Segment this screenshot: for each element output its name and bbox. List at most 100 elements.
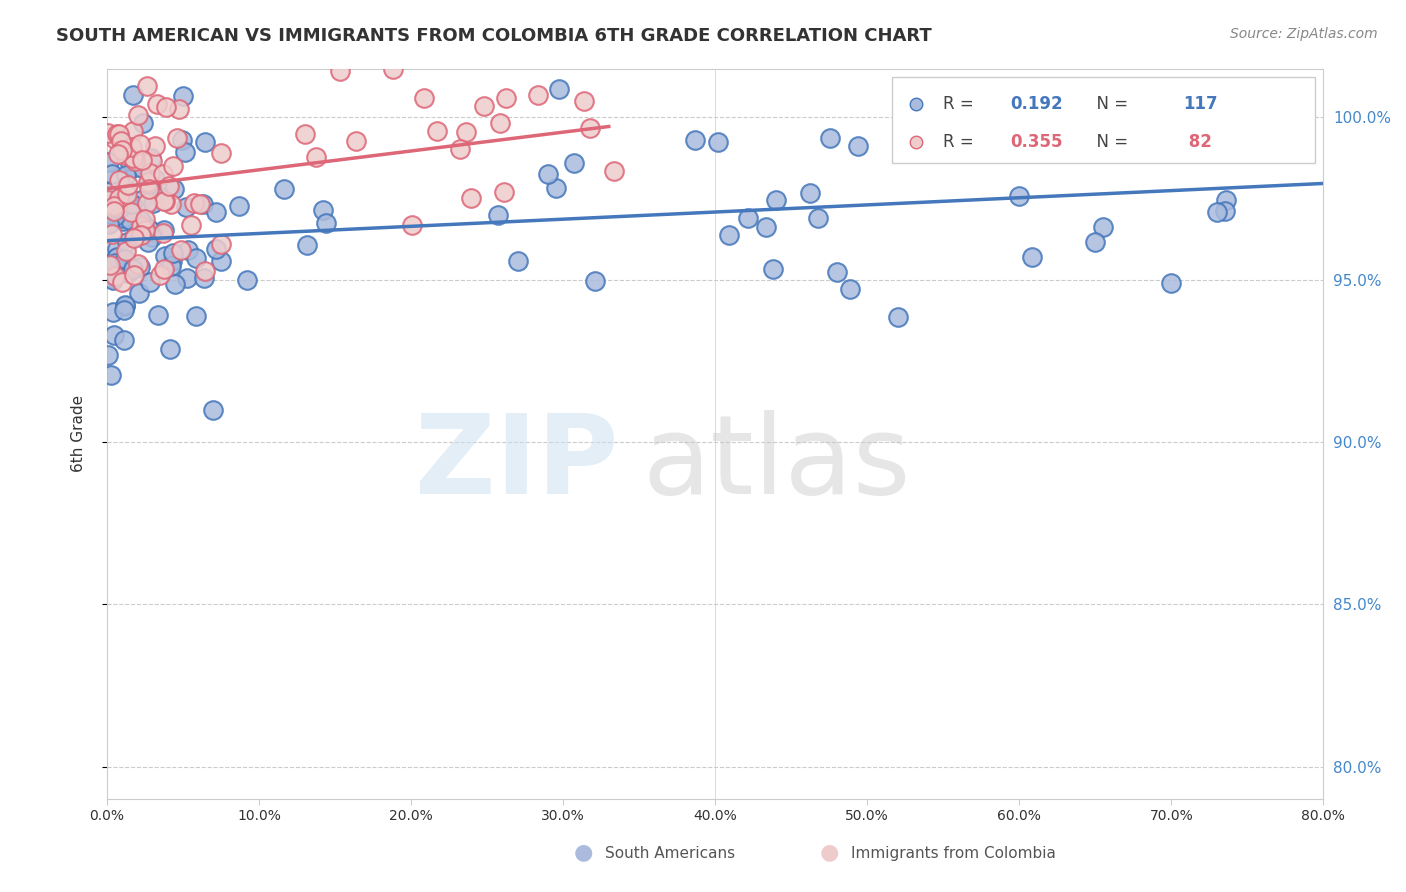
Point — [141, 229, 163, 244]
Point — [1021, 250, 1043, 264]
Point — [107, 127, 129, 141]
Point — [426, 124, 449, 138]
Point — [124, 154, 146, 169]
Point — [114, 252, 136, 267]
Point — [132, 116, 155, 130]
Point — [97, 218, 120, 232]
Point — [135, 78, 157, 93]
Point — [143, 139, 166, 153]
Point — [143, 171, 166, 186]
Point — [886, 310, 908, 324]
Text: South Americans: South Americans — [605, 847, 735, 861]
Point — [578, 120, 600, 135]
Point — [139, 275, 162, 289]
Point — [98, 258, 121, 272]
Point — [846, 139, 869, 153]
Point — [127, 257, 149, 271]
Point — [112, 214, 135, 228]
Point — [128, 260, 150, 274]
Point — [162, 245, 184, 260]
Text: 82: 82 — [1184, 133, 1212, 151]
Point — [121, 152, 143, 166]
Point — [114, 298, 136, 312]
Point — [537, 167, 560, 181]
Point — [138, 177, 160, 191]
Point — [128, 286, 150, 301]
Point — [114, 148, 136, 162]
Point — [1084, 235, 1107, 250]
Point — [110, 135, 132, 149]
Point — [297, 238, 319, 252]
Point — [765, 193, 787, 207]
Point — [149, 190, 172, 204]
Point — [188, 197, 211, 211]
Point — [110, 201, 132, 215]
Point — [176, 271, 198, 285]
Point — [139, 151, 162, 165]
Point — [194, 264, 217, 278]
Point — [153, 194, 176, 209]
Point — [166, 131, 188, 145]
Point — [211, 145, 233, 160]
Point — [1215, 193, 1237, 207]
Text: ZIP: ZIP — [415, 409, 617, 516]
Point — [107, 147, 129, 161]
Point — [98, 155, 121, 169]
Point — [107, 205, 129, 219]
Point — [183, 195, 205, 210]
Point — [152, 226, 174, 240]
Point — [527, 88, 550, 103]
Point — [103, 203, 125, 218]
Point — [117, 178, 139, 193]
Point — [381, 62, 404, 76]
Point — [172, 89, 194, 103]
Point — [108, 173, 131, 187]
Point — [114, 299, 136, 313]
Point — [149, 268, 172, 282]
Point — [103, 269, 125, 284]
Point — [191, 197, 214, 211]
Point — [547, 82, 569, 96]
Point — [105, 250, 128, 264]
Point — [311, 202, 333, 217]
Point — [148, 309, 170, 323]
Point — [97, 126, 120, 140]
Point — [205, 242, 228, 256]
Point — [160, 197, 183, 211]
Point — [122, 123, 145, 137]
Point — [508, 254, 530, 268]
Point — [153, 194, 176, 209]
Point — [122, 268, 145, 283]
Text: SOUTH AMERICAN VS IMMIGRANTS FROM COLOMBIA 6TH GRADE CORRELATION CHART: SOUTH AMERICAN VS IMMIGRANTS FROM COLOMB… — [56, 27, 932, 45]
Point — [115, 169, 138, 183]
Point — [1008, 189, 1031, 203]
Point — [129, 227, 152, 242]
Point — [115, 235, 138, 250]
Point — [131, 161, 153, 175]
Point — [228, 198, 250, 212]
Point — [492, 186, 515, 200]
Point — [717, 228, 740, 243]
Point — [807, 211, 830, 225]
Point — [138, 182, 160, 196]
Point — [141, 153, 163, 168]
Point — [205, 205, 228, 219]
Point — [155, 99, 177, 113]
Point — [97, 206, 120, 220]
Point — [111, 253, 134, 268]
Point — [112, 211, 135, 225]
Point — [107, 127, 129, 141]
Point — [124, 231, 146, 245]
Bar — [891, 78, 1315, 163]
Point — [472, 98, 495, 112]
Point — [103, 198, 125, 212]
Point — [120, 204, 142, 219]
Point — [117, 266, 139, 280]
Point — [134, 223, 156, 237]
Point — [825, 265, 848, 279]
Point — [101, 305, 124, 319]
Point — [103, 327, 125, 342]
Point — [122, 88, 145, 103]
Point — [838, 282, 860, 296]
Point — [305, 150, 328, 164]
